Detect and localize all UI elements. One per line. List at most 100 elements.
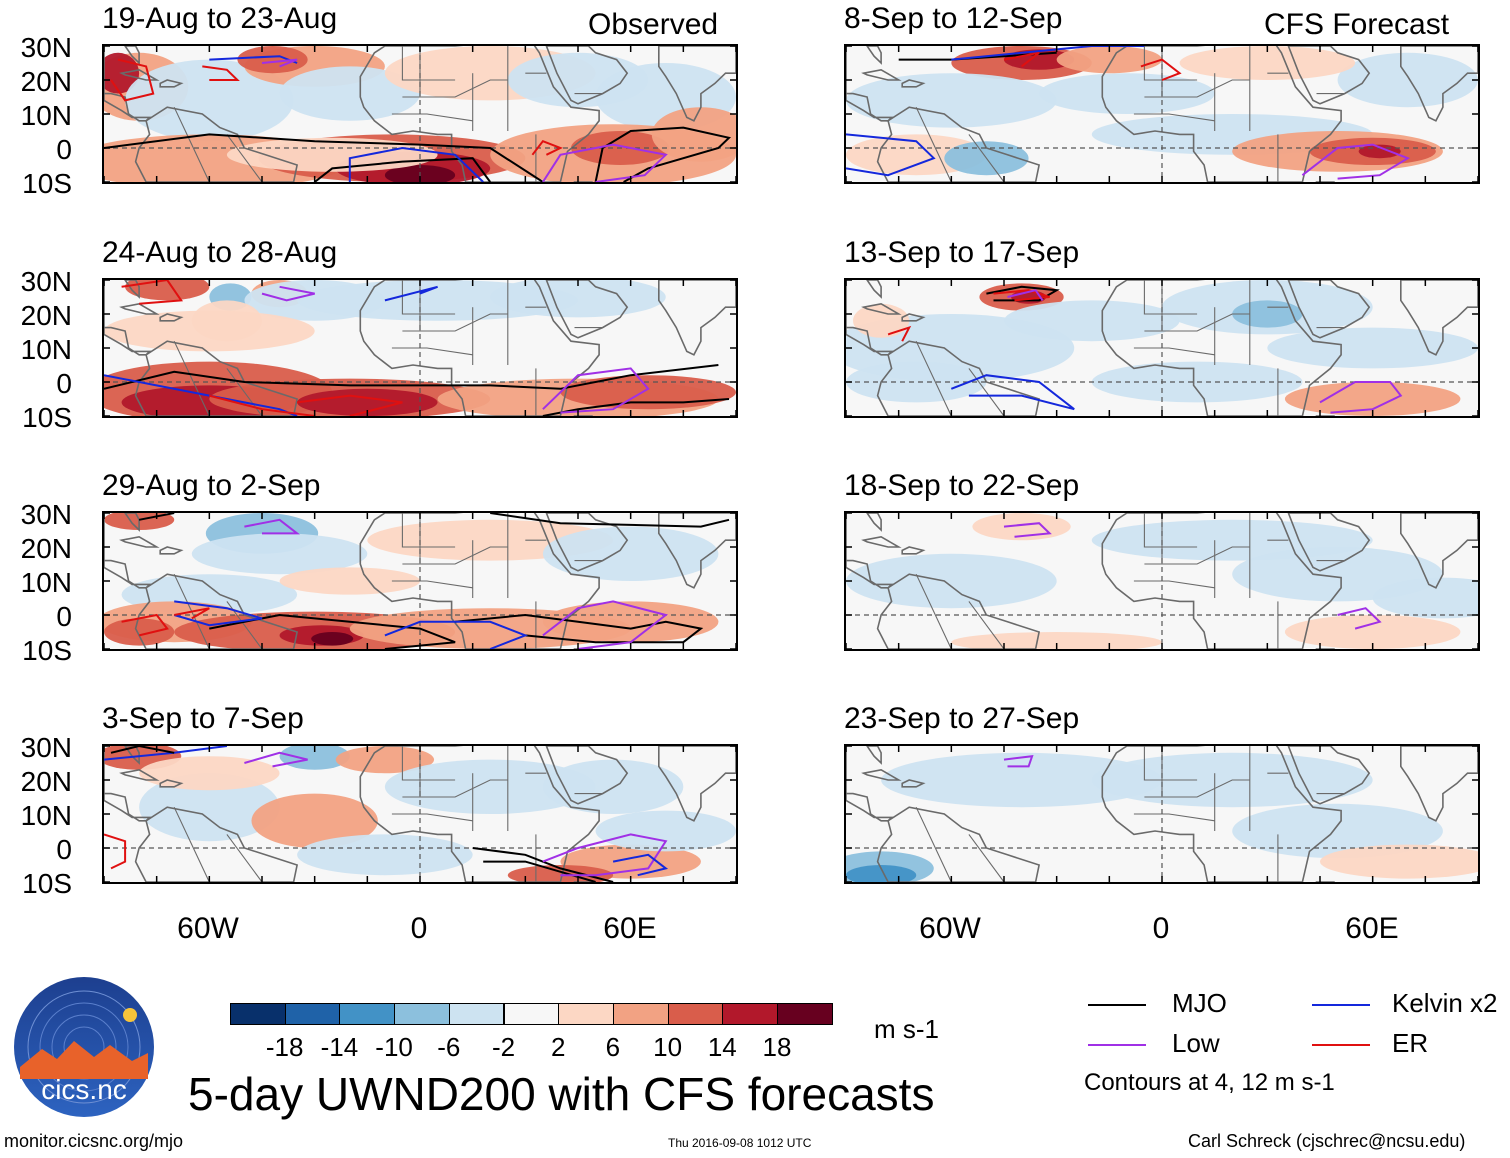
colorbar-tick-6: 6 [605,1032,621,1062]
coast-6-2 [846,280,894,356]
border-8-9 [1143,746,1198,781]
anomaly-blob-3-12 [542,601,719,643]
contour-1-6 [531,139,563,156]
y-tick-10n-row4: 10N [20,800,72,831]
y-tick-30n-row3: 30N [20,499,72,530]
coast-6-4 [1400,280,1478,356]
colorbar-tick--6: -6 [437,1032,461,1062]
coast-1-4 [658,46,736,122]
border-8-7 [915,806,952,882]
border-4-4 [391,813,473,822]
contour-4-2 [542,833,668,877]
coastlines-7 [846,513,1478,649]
y-tick-0-row2: 0 [56,368,72,399]
colorbar-tick-10: 10 [653,1032,683,1062]
contour-6-3 [950,374,1075,411]
contour-1-1 [314,157,492,182]
colorbar-swatch-2 [339,1003,396,1025]
y-tick-0-row3: 0 [56,601,72,632]
border-5-9 [1143,46,1198,81]
coast-3-4 [658,513,736,589]
anomaly-blob-3-7 [104,618,175,646]
contour-2-4 [209,394,315,416]
coast-3-7 [119,535,160,548]
coast-3-8 [159,546,184,555]
coast-5-0 [1101,46,1342,182]
anomaly-blob-2-12 [560,375,736,410]
coast-7-6 [866,513,882,532]
contour-7-0 [1003,522,1052,538]
coastlines-1 [104,46,736,182]
logo-text: cics.nc [41,1074,127,1105]
contour-4-6 [244,751,308,768]
x-tick-60w-right: 60W [919,912,981,945]
contour-6-4 [1319,381,1403,414]
coast-7-2 [846,513,894,589]
colorbar-swatch-3 [394,1003,450,1025]
coast-4-7 [119,768,160,781]
border-5-4 [1133,113,1215,122]
colorbar-tick--2: -2 [491,1032,516,1062]
border-1-8 [226,134,263,182]
anomaly-blob-1-16 [226,137,438,172]
legend-mjo: MJO [1172,988,1227,1018]
contour-3-3 [384,620,529,649]
border-1-4 [391,113,473,122]
anomaly-blob-7-6 [1372,577,1478,619]
ticks-2 [104,280,736,416]
coastlines-5 [846,46,1478,182]
anomaly-blob-6-6 [1284,382,1461,416]
map-svg-6 [846,280,1478,416]
contour-1-5 [110,58,155,102]
anomaly-blob-5-11 [1039,73,1215,114]
coast-2-6 [124,280,140,299]
panel-title-1: 19-Aug to 23-Aug [102,2,338,35]
coast-2-7 [119,302,160,315]
logo-icon: cics.nc [14,977,154,1117]
colorbar-tick--10: -10 [375,1032,413,1062]
y-tick-10n-row3: 10N [20,567,72,598]
legend-line-mjo [1088,1004,1146,1006]
anomaly-blob-8-4 [1320,844,1478,879]
coast-8-3 [1287,746,1371,805]
map-panel-4 [102,744,738,884]
anomaly-blob-5-12 [1179,46,1356,80]
y-tick-20n-row2: 20N [20,300,72,331]
anomaly-blob-8-1 [881,752,1162,808]
border-7-9 [1143,513,1198,548]
coast-3-2 [104,513,152,589]
units-label: m s-1 [874,1014,939,1044]
coast-5-8 [901,79,926,88]
border-2-9 [401,280,456,315]
border-5-8 [968,134,1005,182]
border-4-9 [401,746,456,781]
anomaly-blob-2-13 [104,310,315,352]
legend-line-kelvin [1312,1004,1370,1006]
colorbar-tick-18: 18 [762,1032,792,1062]
footer-timestamp: Thu 2016-09-08 1012 UTC [668,1136,812,1150]
panel-title-7: 18-Sep to 22-Sep [844,469,1080,502]
anomaly-blob-4-1 [279,746,350,770]
y-tick-30n-row2: 30N [20,266,72,297]
panel-title-5: 8-Sep to 12-Sep [844,2,1063,35]
anomaly-blob-3-13 [279,567,420,595]
y-tick-30n-row1: 30N [20,32,72,63]
coast-8-7 [861,768,902,781]
contour-1-4 [542,143,668,182]
y-tick-10s-row4: 10S [22,868,72,899]
coast-1-1 [134,106,299,182]
contour-3-7 [174,607,210,620]
contour-3-2 [173,600,263,627]
colorbar-tick--14: -14 [320,1032,359,1062]
contour-4-5 [110,746,175,754]
anomaly-blob-6-5 [1267,327,1478,369]
border-3-4 [391,580,473,589]
panel-title-3: 29-Aug to 2-Sep [102,469,321,502]
footer-author: Carl Schreck (cjschrec@ncsu.edu) [1188,1131,1466,1151]
y-tick-10s-row1: 10S [22,168,72,199]
contour-3-5 [244,518,301,535]
contour-note: Contours at 4, 12 m s-1 [1084,1069,1335,1096]
coastlines-6 [846,280,1478,416]
coast-1-0 [359,46,600,182]
coast-1-8 [159,79,184,88]
